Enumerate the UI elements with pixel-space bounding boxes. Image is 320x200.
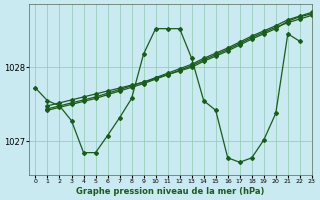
X-axis label: Graphe pression niveau de la mer (hPa): Graphe pression niveau de la mer (hPa) (76, 187, 265, 196)
